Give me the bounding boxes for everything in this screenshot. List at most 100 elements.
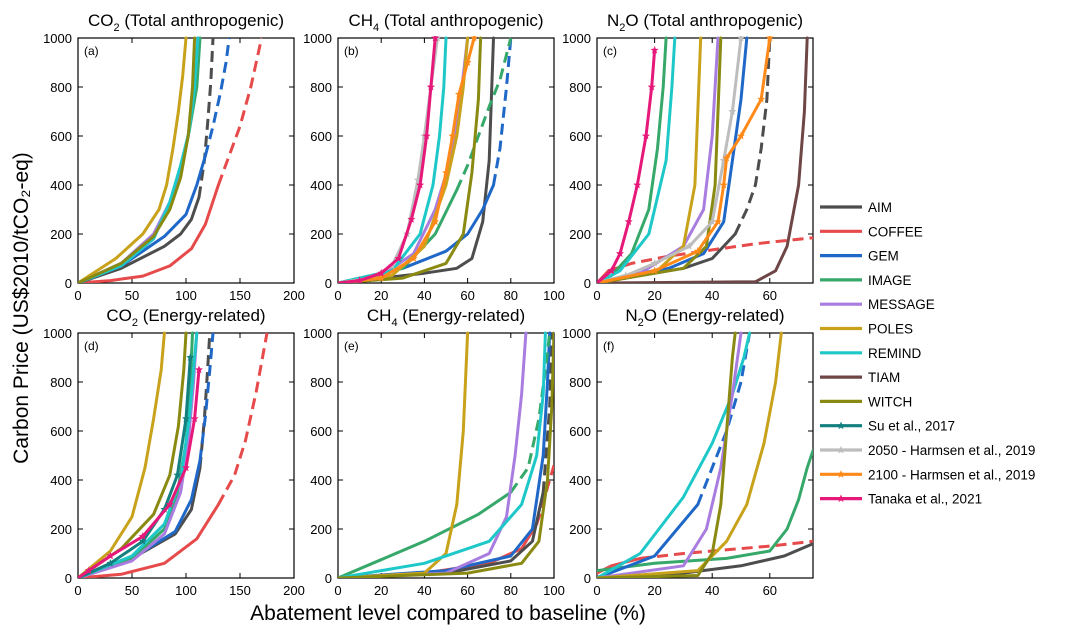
series-marker-2100-harmsen-et-al-2019 — [409, 254, 418, 262]
legend-marker-su-et-al-2017 — [837, 421, 845, 430]
x-tick-label: 150 — [229, 288, 251, 303]
legend-marker-tanaka-et-al-2021 — [837, 494, 845, 502]
series-line-dashed-coffee — [535, 464, 554, 525]
y-tick-label: 800 — [310, 80, 332, 95]
series-line-poles — [78, 36, 188, 283]
x-tick-label: 0 — [334, 288, 341, 303]
x-tick-label: 50 — [125, 583, 139, 598]
y-tick-label: 600 — [50, 129, 72, 144]
series-line-gem — [597, 503, 700, 578]
series-group — [597, 331, 813, 578]
y-axis-label: Carbon Price (US$2010/tCO₂-eq) — [10, 152, 33, 464]
series-marker-2100-harmsen-et-al-2019 — [377, 273, 386, 282]
y-tick-label: 0 — [65, 571, 72, 586]
x-tick-label: 80 — [504, 288, 518, 303]
series-marker-tanaka-et-al-2021 — [106, 551, 115, 560]
series-line-tiam — [597, 36, 809, 283]
x-tick-label: 0 — [593, 583, 600, 598]
series-marker-2050-harmsen-et-al-2019 — [708, 217, 717, 226]
y-tick-label: 600 — [50, 424, 72, 439]
x-tick-label: 80 — [504, 583, 518, 598]
series-marker-tanaka-et-al-2021 — [650, 46, 659, 54]
series-group — [78, 36, 264, 283]
y-tick-label: 400 — [569, 178, 591, 193]
y-tick-label: 1000 — [303, 31, 332, 46]
legend-label-gem: GEM — [868, 249, 899, 264]
series-marker-tanaka-et-al-2021 — [624, 217, 633, 226]
x-tick-label: 100 — [175, 288, 197, 303]
y-tick-label: 200 — [569, 522, 591, 537]
x-tick-label: 200 — [283, 583, 305, 598]
series-group — [338, 331, 554, 578]
x-tick-label: 60 — [763, 583, 777, 598]
x-tick-label: 100 — [175, 583, 197, 598]
series-marker-tanaka-et-al-2021 — [431, 36, 440, 42]
series-line-poles — [597, 36, 703, 283]
panel-title: N2O (Total anthropogenic) — [607, 11, 803, 34]
legend-label-witch: WITCH — [868, 394, 912, 409]
x-tick-label: 60 — [763, 288, 777, 303]
y-tick-label: 0 — [584, 276, 591, 291]
y-tick-label: 600 — [569, 129, 591, 144]
panel-label: (c) — [603, 44, 617, 58]
x-tick-label: 40 — [705, 583, 719, 598]
series-marker-tanaka-et-al-2021 — [377, 269, 386, 277]
x-tick-label: 0 — [593, 288, 600, 303]
series-marker-tanaka-et-al-2021 — [394, 254, 403, 262]
series-line-remind — [597, 36, 677, 283]
legend-label-remind: REMIND — [868, 346, 921, 361]
series-line-poles — [338, 36, 470, 283]
x-tick-label: 0 — [334, 583, 341, 598]
series-marker-tanaka-et-al-2021 — [182, 463, 190, 472]
y-tick-label: 600 — [569, 424, 591, 439]
series-line-remind — [597, 331, 752, 578]
series-marker-tanaka-et-al-2021 — [138, 532, 147, 540]
series-marker-tanaka-et-al-2021 — [647, 82, 656, 91]
x-tick-label: 20 — [647, 288, 661, 303]
panel-title: CH4 (Energy-related) — [367, 306, 525, 329]
series-line-aim — [78, 195, 201, 283]
series-marker-2100-harmsen-et-al-2019 — [650, 266, 659, 275]
y-tick-label: 800 — [569, 375, 591, 390]
x-tick-label: 50 — [125, 288, 139, 303]
series-line-witch — [597, 36, 723, 283]
series-line-message — [597, 331, 743, 578]
panel-a: CO2 (Total anthropogenic) (a) 0 50 100 150 200… — [43, 11, 305, 303]
legend-label-aim: AIM — [868, 200, 892, 215]
series-line-dashed-coffee — [216, 37, 264, 186]
legend-label-2100-harmsen-et-al-2019: 2100 - Harmsen et al., 2019 — [868, 467, 1035, 482]
legend-label-su-et-al-2017: Su et al., 2017 — [868, 419, 955, 434]
plot-frame — [337, 332, 555, 579]
series-line-dashed-aim — [197, 37, 215, 198]
panel-label: (b) — [344, 44, 359, 58]
y-tick-label: 1000 — [562, 31, 591, 46]
y-tick-label: 200 — [310, 227, 332, 242]
plot-frame — [596, 332, 814, 579]
x-tick-label: 60 — [460, 288, 474, 303]
series-marker-su-et-al-2017 — [186, 353, 195, 361]
y-tick-label: 400 — [310, 178, 332, 193]
series-marker-2100-harmsen-et-al-2019 — [470, 36, 479, 42]
series-marker-tanaka-et-al-2021 — [190, 414, 199, 423]
series-marker-su-et-al-2017 — [138, 537, 147, 545]
series-line-coffee — [78, 503, 220, 578]
x-tick-label: 200 — [283, 288, 305, 303]
series-marker-su-et-al-2017 — [182, 414, 190, 423]
series-line-dashed-gem — [203, 37, 231, 156]
series-line-poles — [597, 331, 783, 578]
series-line-2050-harmsen-et-al-2019 — [597, 36, 743, 283]
series-line-dashed-image — [509, 332, 552, 494]
series-line-remind — [338, 36, 448, 283]
legend: AIM COFFEE GEM IMAGE MESSAGE POLES REMIND TIAM W… — [820, 200, 1035, 507]
series-marker-2050-harmsen-et-al-2019 — [728, 107, 737, 115]
series-marker-tanaka-et-al-2021 — [84, 566, 93, 574]
x-tick-label: 100 — [543, 583, 565, 598]
series-marker-2100-harmsen-et-al-2019 — [442, 168, 450, 177]
series-line-poles — [78, 331, 166, 578]
x-tick-label: 40 — [417, 583, 431, 598]
series-line-witch — [78, 36, 197, 283]
series-line-tanaka-et-al-2021 — [78, 368, 201, 578]
y-tick-label: 800 — [310, 375, 332, 390]
x-tick-label: 20 — [374, 288, 388, 303]
